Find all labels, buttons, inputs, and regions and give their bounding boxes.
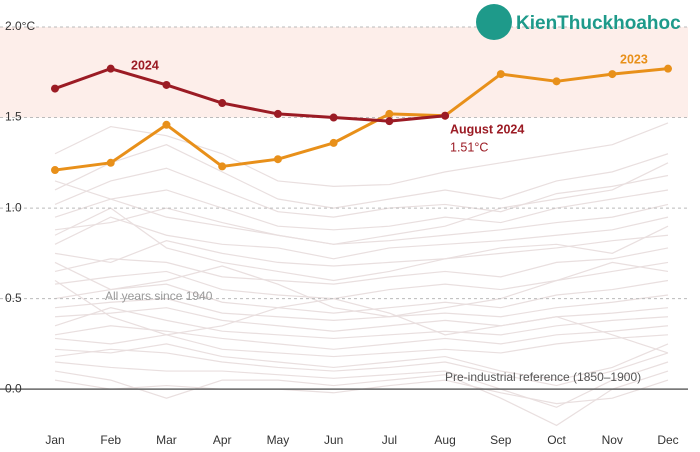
data-point xyxy=(273,155,282,164)
background-line xyxy=(54,348,669,387)
background-line xyxy=(54,261,669,300)
data-point xyxy=(51,84,59,93)
data-point xyxy=(496,70,505,79)
x-tick-label: Sep xyxy=(490,433,512,447)
background-line xyxy=(54,216,669,260)
background-line xyxy=(54,280,669,354)
data-point xyxy=(106,64,115,73)
background-line xyxy=(54,167,669,218)
background-line xyxy=(54,144,669,209)
data-point xyxy=(552,77,561,86)
x-tick-label: Jun xyxy=(324,433,343,447)
background-line xyxy=(54,207,669,282)
data-point xyxy=(106,158,115,167)
data-point xyxy=(218,99,227,108)
y-tick-label: 0.0 xyxy=(5,381,22,395)
background-line xyxy=(54,279,669,314)
data-point xyxy=(664,64,672,73)
watermark: KienThuckhoahoc xyxy=(476,4,681,40)
series-label: 2023 xyxy=(620,52,648,66)
background-line xyxy=(54,325,669,350)
x-tick-label: Mar xyxy=(156,433,177,447)
x-tick-label: Jan xyxy=(45,433,64,447)
x-tick-label: Aug xyxy=(434,433,455,447)
background-line xyxy=(54,122,669,187)
series-line xyxy=(54,67,669,172)
background-line xyxy=(54,189,669,231)
data-point xyxy=(329,138,338,147)
y-tick-label: 1.0 xyxy=(5,200,22,214)
background-line xyxy=(54,307,669,340)
background-line xyxy=(54,343,669,381)
series-line xyxy=(54,67,446,123)
data-point xyxy=(329,113,338,122)
background-line xyxy=(54,247,669,285)
background-label: All years since 1940 xyxy=(105,289,213,303)
highlight-label: August 2024 xyxy=(450,122,524,136)
y-tick-label: 0.5 xyxy=(5,291,22,305)
watermark-text: KienThuckhoahoc xyxy=(516,13,681,34)
background-line xyxy=(54,370,669,427)
background-line xyxy=(54,294,669,321)
x-tick-label: Jul xyxy=(382,433,397,447)
data-point xyxy=(608,70,617,79)
data-point xyxy=(218,162,227,171)
value-label: 1.51°C xyxy=(450,140,488,154)
x-tick-label: Nov xyxy=(602,433,623,447)
x-tick-label: Oct xyxy=(547,433,566,447)
data-point xyxy=(162,80,171,89)
background-line xyxy=(54,234,669,267)
x-tick-label: Dec xyxy=(657,433,678,447)
y-tick-label: 1.5 xyxy=(5,110,22,124)
data-point xyxy=(162,120,171,129)
background-line xyxy=(54,261,669,318)
data-point xyxy=(385,117,394,126)
data-point xyxy=(441,111,450,120)
data-point xyxy=(51,166,59,175)
watermark-logo xyxy=(476,4,512,40)
background-line xyxy=(54,307,669,332)
series-label: 2024 xyxy=(131,58,159,72)
y-tick-label: 2.0°C xyxy=(5,19,35,33)
reference-label: Pre-industrial reference (1850–1900) xyxy=(445,370,641,384)
x-tick-label: May xyxy=(267,433,290,447)
x-tick-label: Apr xyxy=(213,433,232,447)
plot-area xyxy=(0,26,688,427)
shaded-band xyxy=(0,27,688,118)
data-point xyxy=(385,109,394,118)
x-tick-label: Feb xyxy=(100,433,121,447)
background-line xyxy=(54,334,669,358)
background-line xyxy=(54,162,669,245)
data-point xyxy=(273,109,282,118)
background-line xyxy=(54,203,669,245)
